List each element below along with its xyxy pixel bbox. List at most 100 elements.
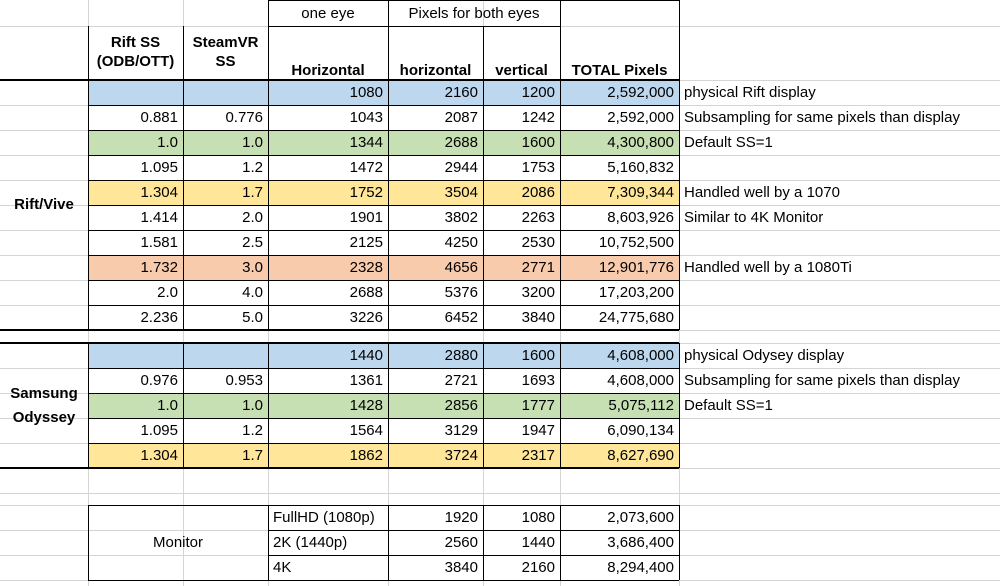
cell-one-eye-horizontal[interactable]: 1901 <box>349 209 383 226</box>
cell-monitor-total[interactable]: 3,686,400 <box>607 534 674 551</box>
cell-one-eye-horizontal[interactable]: 1440 <box>268 343 388 368</box>
cell-both-horizontal[interactable]: 3802 <box>444 209 478 226</box>
cell-both-vertical[interactable]: 2263 <box>521 209 555 226</box>
cell-note[interactable]: Default SS=1 <box>684 397 773 414</box>
cell-rift-ss[interactable]: 1.581 <box>140 234 178 251</box>
cell-both-vertical[interactable]: 1600 <box>483 130 560 155</box>
cell-both-horizontal[interactable]: 3724 <box>388 443 483 468</box>
cell-one-eye-horizontal[interactable]: 1564 <box>349 422 383 439</box>
cell-both-horizontal[interactable]: 6452 <box>444 309 478 326</box>
cell-both-vertical[interactable]: 2317 <box>483 443 560 468</box>
cell-both-horizontal[interactable]: 2856 <box>388 393 483 418</box>
cell-total-pixels[interactable]: 8,627,690 <box>560 443 679 468</box>
cell-both-vertical[interactable]: 2530 <box>521 234 555 251</box>
cell-steamvr-ss[interactable] <box>183 80 268 105</box>
cell-both-horizontal[interactable]: 4250 <box>444 234 478 251</box>
header-rift-ss[interactable]: Rift SS (ODB/OTT) <box>88 26 183 80</box>
cell-one-eye-horizontal[interactable]: 1862 <box>268 443 388 468</box>
cell-total-pixels[interactable]: 5,075,112 <box>560 393 679 418</box>
header-horizontal-both[interactable]: horizontal <box>399 62 472 79</box>
cell-both-horizontal[interactable]: 3129 <box>444 422 478 439</box>
cell-rift-ss[interactable]: 1.304 <box>88 180 183 205</box>
cell-steamvr-ss[interactable]: 5.0 <box>242 309 263 326</box>
cell-steamvr-ss[interactable]: 1.0 <box>183 393 268 418</box>
cell-one-eye-horizontal[interactable]: 2125 <box>349 234 383 251</box>
cell-total-pixels[interactable]: 8,603,926 <box>607 209 674 226</box>
cell-rift-ss[interactable]: 0.881 <box>140 109 178 126</box>
cell-both-horizontal[interactable]: 2880 <box>388 343 483 368</box>
cell-note[interactable]: physical Rift display <box>684 84 816 101</box>
cell-one-eye-horizontal[interactable]: 1043 <box>349 109 383 126</box>
cell-total-pixels[interactable]: 24,775,680 <box>598 309 674 326</box>
header-horizontal[interactable]: Horizontal <box>291 62 365 79</box>
cell-total-pixels[interactable]: 2,592,000 <box>607 109 674 126</box>
cell-steamvr-ss[interactable]: 1.2 <box>242 159 263 176</box>
cell-both-vertical[interactable]: 1200 <box>483 80 560 105</box>
cell-steamvr-ss[interactable]: 2.5 <box>242 234 263 251</box>
cell-total-pixels[interactable]: 17,203,200 <box>598 284 674 301</box>
cell-both-vertical[interactable]: 1947 <box>521 422 555 439</box>
cell-total-pixels[interactable]: 4,608,000 <box>607 372 674 389</box>
cell-total-pixels[interactable]: 10,752,500 <box>598 234 674 251</box>
cell-steamvr-ss[interactable]: 3.0 <box>183 255 268 280</box>
cell-note[interactable]: Handled well by a 1080Ti <box>684 259 852 276</box>
cell-monitor-vertical[interactable]: 1080 <box>521 509 555 526</box>
cell-total-pixels[interactable]: 6,090,134 <box>607 422 674 439</box>
cell-note[interactable] <box>679 230 1000 255</box>
cell-note[interactable]: Subsampling for same pixels than display <box>684 109 960 126</box>
cell-total-pixels[interactable]: 4,608,000 <box>560 343 679 368</box>
cell-both-horizontal[interactable]: 2721 <box>444 372 478 389</box>
cell-both-horizontal[interactable]: 2087 <box>444 109 478 126</box>
cell-one-eye-horizontal[interactable]: 1428 <box>268 393 388 418</box>
cell-rift-ss[interactable]: 1.414 <box>140 209 178 226</box>
cell-rift-ss[interactable]: 1.732 <box>88 255 183 280</box>
cell-note[interactable] <box>679 305 1000 330</box>
cell-rift-ss[interactable]: 1.304 <box>88 443 183 468</box>
cell-one-eye-horizontal[interactable]: 3226 <box>349 309 383 326</box>
cell-rift-ss[interactable]: 2.0 <box>157 284 178 301</box>
cell-total-pixels[interactable]: 2,592,000 <box>560 80 679 105</box>
header-steamvr-ss[interactable]: SteamVR SS <box>183 26 268 80</box>
cell-rift-ss[interactable] <box>88 80 183 105</box>
cell-note[interactable] <box>679 418 1000 443</box>
cell-both-horizontal[interactable]: 3504 <box>388 180 483 205</box>
cell-monitor-horizontal[interactable]: 2560 <box>444 534 478 551</box>
cell-steamvr-ss[interactable]: 1.0 <box>183 130 268 155</box>
cell-steamvr-ss[interactable]: 0.953 <box>225 372 263 389</box>
cell-monitor-horizontal[interactable]: 1920 <box>444 509 478 526</box>
cell-both-horizontal[interactable]: 5376 <box>444 284 478 301</box>
cell-both-vertical[interactable]: 1753 <box>521 159 555 176</box>
cell-note[interactable] <box>679 280 1000 305</box>
cell-steamvr-ss[interactable]: 1.7 <box>183 443 268 468</box>
cell-monitor-vertical[interactable]: 2160 <box>521 559 555 576</box>
header-vertical[interactable]: vertical <box>495 62 548 79</box>
cell-both-vertical[interactable]: 1600 <box>483 343 560 368</box>
cell-total-pixels[interactable]: 4,300,800 <box>560 130 679 155</box>
cell-rift-ss[interactable] <box>88 343 183 368</box>
cell-one-eye-horizontal[interactable]: 1361 <box>349 372 383 389</box>
cell-monitor-total[interactable]: 8,294,400 <box>607 559 674 576</box>
cell-total-pixels[interactable]: 12,901,776 <box>560 255 679 280</box>
cell-note[interactable] <box>679 443 1000 468</box>
cell-one-eye-horizontal[interactable]: 2688 <box>349 284 383 301</box>
cell-steamvr-ss[interactable]: 1.7 <box>183 180 268 205</box>
cell-steamvr-ss[interactable]: 1.2 <box>242 422 263 439</box>
cell-one-eye-horizontal[interactable]: 1752 <box>268 180 388 205</box>
cell-monitor-total[interactable]: 2,073,600 <box>607 509 674 526</box>
cell-note[interactable]: Subsampling for same pixels than display <box>684 372 960 389</box>
cell-both-vertical[interactable]: 3840 <box>521 309 555 326</box>
cell-both-horizontal[interactable]: 2160 <box>388 80 483 105</box>
header-pixels-both-eyes[interactable]: Pixels for both eyes <box>408 4 540 22</box>
cell-total-pixels[interactable]: 7,309,344 <box>560 180 679 205</box>
cell-both-horizontal[interactable]: 4656 <box>388 255 483 280</box>
cell-steamvr-ss[interactable]: 2.0 <box>242 209 263 226</box>
cell-one-eye-horizontal[interactable]: 1080 <box>268 80 388 105</box>
cell-rift-ss[interactable]: 0.976 <box>140 372 178 389</box>
cell-one-eye-horizontal[interactable]: 1344 <box>268 130 388 155</box>
cell-rift-ss[interactable]: 1.0 <box>88 393 183 418</box>
cell-monitor-name[interactable]: 2K (1440p) <box>273 534 348 551</box>
cell-monitor-name[interactable]: 4K <box>273 559 292 576</box>
cell-both-vertical[interactable]: 1242 <box>521 109 555 126</box>
cell-note[interactable]: Default SS=1 <box>684 134 773 151</box>
